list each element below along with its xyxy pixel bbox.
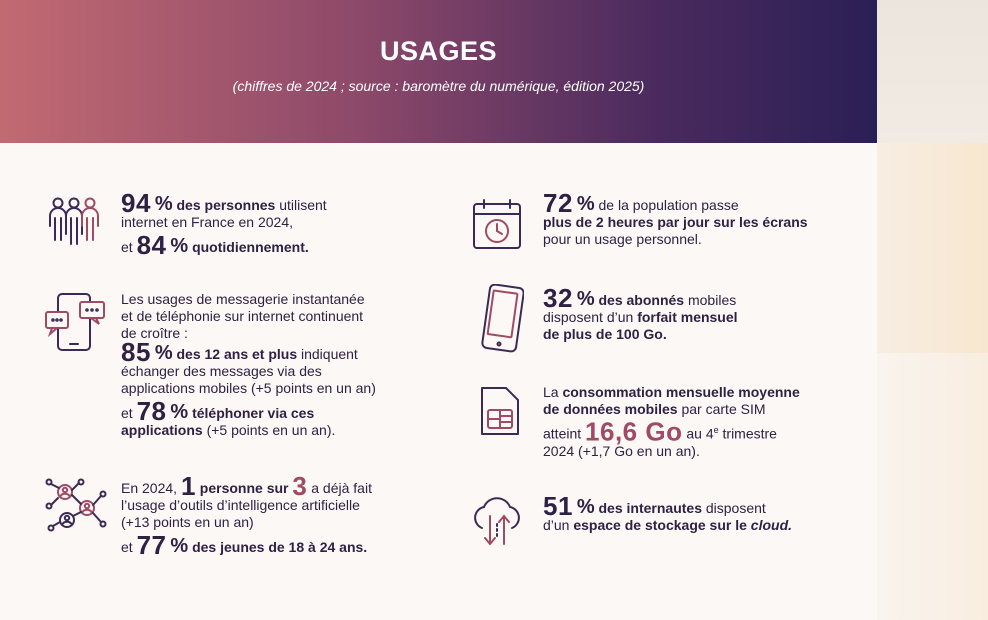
text: atteint — [543, 425, 586, 442]
text: internet en France en 2024, — [121, 214, 294, 230]
text-bold: espace de stockage sur le — [573, 517, 751, 533]
stat-ai: En 2024, 1 personne sur 3 a déjà fait l’… — [121, 473, 372, 558]
stat-messaging: Les usages de messagerie instantanée et … — [121, 291, 376, 439]
percent-sign: % — [170, 235, 189, 257]
text: a déjà fait — [307, 480, 372, 496]
text-bold: applications — [121, 422, 203, 438]
smartphone-icon — [481, 284, 524, 353]
percent-sign: % — [154, 193, 173, 215]
stat-screens: 72 % de la population passe plus de 2 he… — [543, 190, 808, 248]
text-bold-italic: cloud. — [750, 517, 793, 533]
text-bold: quotidiennement. — [192, 239, 309, 255]
text: La — [543, 384, 563, 400]
percent-sign: % — [576, 193, 595, 215]
stat-mobile-value: 32 — [543, 283, 573, 313]
side-panel-middle — [877, 143, 988, 353]
percent-sign: % — [576, 288, 595, 310]
stat-internet-value: 94 — [121, 188, 151, 218]
text-bold: des internautes — [598, 500, 702, 516]
text: l’usage d’outils d’intelligence artifici… — [121, 497, 360, 513]
text-bold: des 12 ans et plus — [176, 346, 298, 362]
side-panel-bottom — [877, 353, 988, 620]
text: indiquent — [297, 346, 358, 362]
text: applications mobiles (+5 points en un an… — [121, 380, 376, 396]
text: par carte SIM — [677, 401, 766, 417]
stat-data-consumption: La consommation mensuelle moyenne de don… — [543, 384, 800, 460]
stat-internet: 94 % des personnes utilisent internet en… — [121, 190, 327, 258]
text-bold: de plus de 100 Go. — [543, 326, 667, 342]
percent-sign: % — [170, 401, 189, 423]
text: d’un — [543, 517, 574, 533]
percent-sign: % — [154, 342, 173, 364]
stat-cloud: 51 % des internautes disposent d’un espa… — [543, 493, 793, 534]
text: disposent — [701, 500, 766, 516]
text: et de téléphonie sur internet continuent — [121, 308, 364, 324]
text: au 4 — [682, 425, 714, 442]
phone-chat-icon — [45, 293, 105, 351]
stat-ai-denominator: 3 — [292, 471, 308, 501]
stat-ai-numerator: 1 — [180, 471, 196, 501]
text: utilisent — [275, 197, 327, 213]
text: pour un usage personnel. — [543, 231, 702, 247]
text: échanger des messages via des — [121, 363, 322, 379]
people-icon — [49, 197, 99, 245]
cloud-transfer-icon — [474, 497, 520, 546]
text: et — [121, 405, 137, 421]
stat-cloud-value: 51 — [543, 491, 573, 521]
side-panel-top — [877, 0, 988, 143]
sim-card-icon — [481, 387, 519, 435]
text: mobiles — [684, 292, 737, 308]
text-bold: de données mobiles — [543, 401, 678, 417]
text: (+13 points en un an) — [121, 514, 254, 530]
text: de la population passe — [594, 197, 739, 213]
text-bold: des jeunes de 18 à 24 ans. — [192, 539, 368, 555]
stat-messaging-value: 85 — [121, 337, 151, 367]
text: trimestre — [718, 425, 777, 442]
text-bold: consommation mensuelle moyenne — [562, 384, 800, 400]
stat-youth-value: 77 — [136, 530, 167, 560]
text: e — [713, 425, 719, 435]
stat-mobile-plan: 32 % des abonnés mobiles disposent d’un … — [543, 285, 738, 343]
text: Les usages de messagerie instantanée — [121, 291, 365, 307]
text: 2024 (+1,7 Go en un an). — [543, 442, 700, 459]
calendar-clock-icon — [473, 199, 521, 249]
page-subtitle: (chiffres de 2024 ; source : baromètre d… — [232, 78, 645, 94]
text: de croître : — [121, 325, 188, 341]
text: disposent d’un — [543, 309, 638, 325]
text: En 2024, — [121, 480, 181, 496]
text-bold: personne sur — [199, 480, 289, 496]
page-title: USAGES — [379, 36, 498, 66]
header-banner: USAGES (chiffres de 2024 ; source : baro… — [0, 0, 877, 143]
ai-network-icon — [45, 478, 107, 532]
stat-screens-value: 72 — [543, 188, 573, 218]
text-bold: des abonnés — [598, 292, 685, 308]
percent-sign: % — [170, 535, 189, 557]
text-bold: plus de 2 heures par jour sur les écrans — [543, 214, 808, 230]
text: et — [121, 539, 137, 555]
text-bold: des personnes — [176, 197, 276, 213]
stat-daily-value: 84 — [136, 230, 167, 260]
text-bold: forfait mensuel — [637, 309, 738, 325]
text: (+5 points en un an). — [202, 422, 336, 438]
text-bold: téléphoner via ces — [192, 405, 315, 421]
stat-telephony-value: 78 — [136, 396, 167, 426]
stat-data-value: 16,6 Go — [585, 416, 683, 447]
text: et — [121, 239, 137, 255]
percent-sign: % — [576, 496, 595, 518]
